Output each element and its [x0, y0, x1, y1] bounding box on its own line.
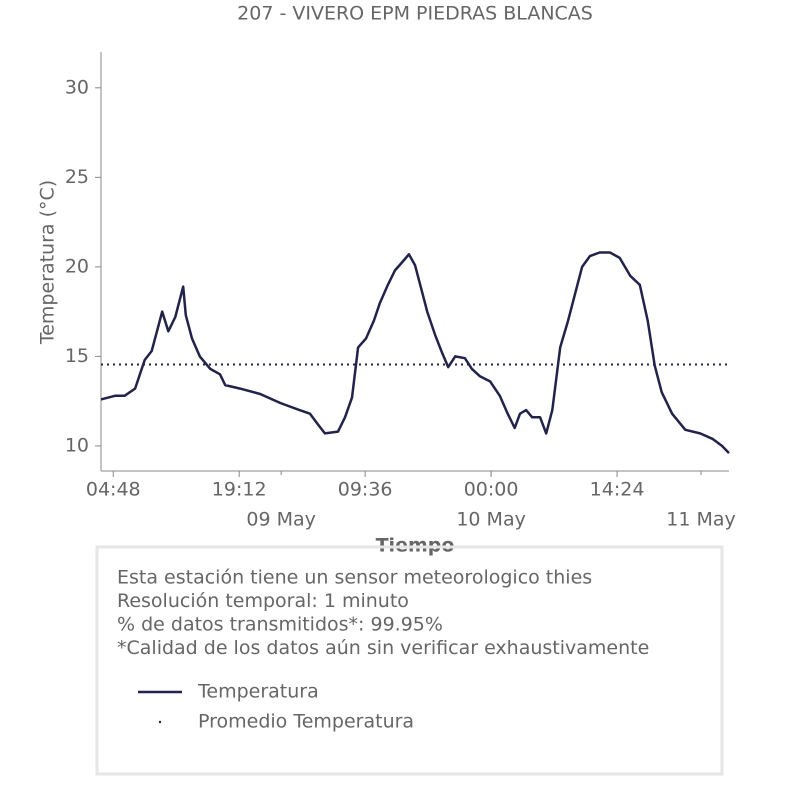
- info-note: Esta estación tiene un sensor meteorolog…: [117, 567, 592, 589]
- y-tick-label: 15: [65, 345, 89, 367]
- y-tick-label: 20: [65, 255, 89, 277]
- y-tick-label: 25: [65, 166, 89, 188]
- chart-title: 207 - VIVERO EPM PIEDRAS BLANCAS: [237, 3, 593, 25]
- x-tick-label: 09:36: [338, 479, 393, 501]
- temperature-line: [100, 251, 730, 454]
- x-tick-label: 19:12: [212, 479, 267, 501]
- info-box: [95, 545, 724, 776]
- info-note: % de datos transmitidos*: 99.95%: [117, 614, 443, 636]
- x-tick-label: 04:48: [86, 479, 141, 501]
- x-tick-label: 00:00: [464, 479, 519, 501]
- y-axis-label: Temperatura (°C): [37, 180, 59, 345]
- y-tick-label: 10: [65, 434, 89, 456]
- info-note: Resolución temporal: 1 minuto: [117, 590, 409, 612]
- legend-swatch: [158, 720, 162, 724]
- x-date-label: 09 May: [246, 509, 316, 531]
- info-note: *Calidad de los datos aún sin verificar …: [117, 637, 649, 659]
- y-tick-label: 30: [65, 76, 89, 98]
- x-date-label: 10 May: [456, 509, 526, 531]
- legend-label: Temperatura: [197, 681, 319, 703]
- x-tick-label: 14:24: [590, 479, 645, 501]
- x-date-label: 11 May: [666, 509, 736, 531]
- legend-label: Promedio Temperatura: [198, 711, 414, 733]
